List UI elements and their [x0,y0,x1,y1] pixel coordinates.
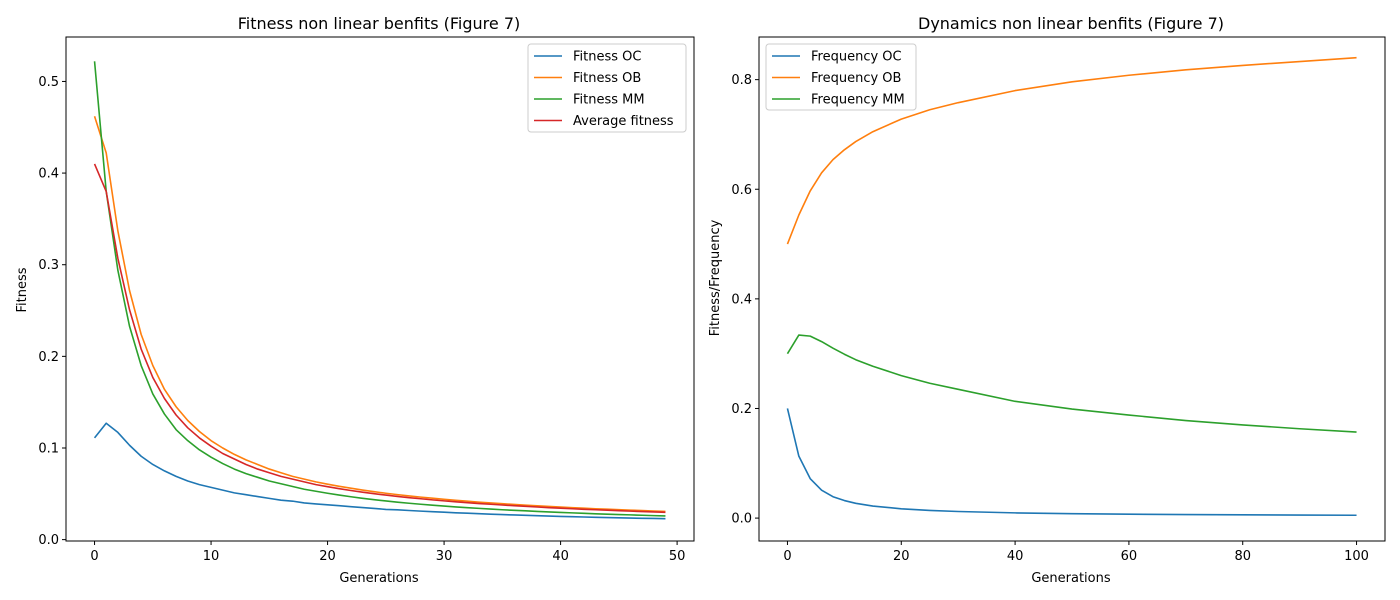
fitness-chart-y-tick-label: 0.2 [38,350,59,365]
fitness-chart-y-axis-label: Fitness [15,267,30,312]
fitness-chart-y-tick-label: 0.0 [38,533,59,548]
fitness-chart-x-axis-label: Generations [339,571,419,586]
fitness-chart-title: Fitness non linear benfits (Figure 7) [238,14,521,33]
dynamics-chart-y-tick-label: 0.4 [731,292,752,307]
dynamics-chart-title: Dynamics non linear benfits (Figure 7) [918,14,1224,33]
fitness-chart-legend-box [527,43,687,133]
fitness-chart-y-tick-label: 0.3 [38,258,59,273]
dynamics-chart-x-axis-label: Generations [1031,571,1111,586]
dynamics-chart-y-tick-label: 0.0 [731,512,752,527]
fitness-chart-axes-frame [65,36,695,542]
dynamics-chart-legend-box [765,43,917,111]
fitness-chart-legend: Fitness OC Fitness OB Fitness MM Average fi… [527,43,687,133]
fitness-chart-legend-label: Average fitness [573,114,674,129]
fitness-chart-x-tick-label: 0 [90,549,98,564]
fitness-chart-series-fitness-mm [93,61,666,517]
fitness-chart-legend-label: Fitness MM [573,93,645,108]
dynamics-chart-series-frequency-ob [786,56,1357,245]
fitness-chart-x-tick-label: 50 [669,549,686,564]
dynamics-chart-legend-label: Frequency OB [811,71,901,86]
dynamics-chart-x-tick-label: 20 [893,549,910,564]
fitness-chart-series-average-fitness [93,163,666,514]
dynamics-chart-series-frequency-oc [786,408,1357,517]
dynamics-chart-x-tick-label: 40 [1007,549,1024,564]
fitness-chart-legend-label: Fitness OB [573,71,641,86]
dynamics-chart-legend-label: Frequency OC [811,50,902,65]
fitness-chart-series-fitness-oc [93,422,666,520]
dynamics-chart-y-tick-label: 0.8 [731,73,752,88]
fitness-chart-x-tick-label: 40 [552,549,569,564]
dynamics-chart-x-tick-label: 60 [1121,549,1138,564]
fitness-chart-x-tick-label: 10 [203,549,220,564]
fitness-chart-x-tick-label: 20 [319,549,336,564]
fitness-chart-x-tick-label: 30 [436,549,453,564]
dynamics-chart-legend: Frequency OC Frequency OB Frequency MM [765,43,917,111]
dynamics-chart-y-axis-label: Fitness/Frequency [708,219,723,336]
dynamics-chart-x-tick-label: 80 [1234,549,1251,564]
fitness-chart-legend-label: Fitness OC [573,50,641,65]
dynamics-chart: Dynamics non linear benfits (Figure 7) G… [708,14,1386,586]
dynamics-chart-x-tick-label: 0 [783,549,791,564]
fitness-chart-y-tick-label: 0.4 [38,167,59,182]
fitness-chart: Fitness non linear benfits (Figure 7) Ge… [15,14,695,586]
fitness-chart-y-tick-label: 0.1 [38,441,59,456]
dynamics-chart-y-tick-label: 0.2 [731,402,752,417]
fitness-chart-series-fitness-ob [93,116,666,513]
dynamics-chart-series-frequency-mm [786,334,1357,433]
fitness-chart-y-tick-label: 0.5 [38,75,59,90]
dynamics-chart-x-tick-label: 100 [1344,549,1369,564]
dynamics-chart-axes-frame [758,36,1386,542]
dynamics-chart-y-tick-label: 0.6 [731,183,752,198]
dynamics-chart-legend-label: Frequency MM [811,93,905,108]
